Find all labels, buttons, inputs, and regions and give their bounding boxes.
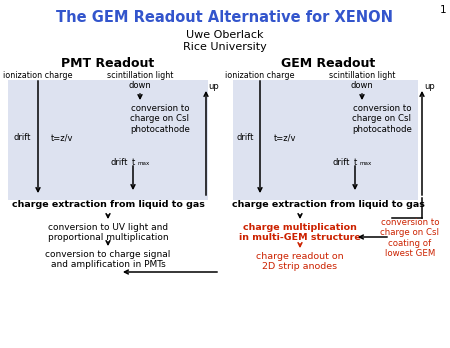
Text: GEM Readout: GEM Readout <box>281 57 375 70</box>
Text: down: down <box>129 81 151 90</box>
Text: max: max <box>137 161 149 166</box>
Text: drift: drift <box>111 158 128 167</box>
Text: t=z/v: t=z/v <box>274 134 296 142</box>
Text: t=z/v: t=z/v <box>51 134 73 142</box>
Text: charge extraction from liquid to gas: charge extraction from liquid to gas <box>232 200 424 209</box>
Text: The GEM Readout Alternative for XENON: The GEM Readout Alternative for XENON <box>57 10 393 25</box>
Text: charge extraction from liquid to gas: charge extraction from liquid to gas <box>12 200 204 209</box>
Text: Rice University: Rice University <box>183 42 267 52</box>
Text: ionization charge: ionization charge <box>225 71 295 80</box>
Text: down: down <box>351 81 374 90</box>
Text: drift: drift <box>333 158 350 167</box>
Text: drift: drift <box>14 134 31 142</box>
Text: drift: drift <box>236 134 254 142</box>
Text: scintillation light: scintillation light <box>329 71 395 80</box>
Text: Uwe Oberlack: Uwe Oberlack <box>186 30 264 40</box>
FancyBboxPatch shape <box>8 80 208 200</box>
Text: PMT Readout: PMT Readout <box>61 57 155 70</box>
Text: conversion to
charge on CsI
photocathode: conversion to charge on CsI photocathode <box>352 104 412 134</box>
Text: t: t <box>354 158 357 167</box>
Text: t: t <box>132 158 135 167</box>
Text: charge readout on
2D strip anodes: charge readout on 2D strip anodes <box>256 252 344 271</box>
Text: charge multiplication
in multi-GEM structure: charge multiplication in multi-GEM struc… <box>239 223 361 243</box>
Text: 1: 1 <box>440 5 446 15</box>
Text: conversion to UV light and
proportional multiplication: conversion to UV light and proportional … <box>48 223 168 243</box>
Text: conversion to
charge on CsI
photocathode: conversion to charge on CsI photocathode <box>130 104 190 134</box>
Text: conversion to charge signal
and amplification in PMTs: conversion to charge signal and amplific… <box>45 250 171 269</box>
Text: scintillation light: scintillation light <box>107 71 173 80</box>
Text: conversion to
charge on CsI
coating of
lowest GEM: conversion to charge on CsI coating of l… <box>381 218 440 258</box>
Text: max: max <box>359 161 371 166</box>
Text: up: up <box>424 82 435 91</box>
FancyBboxPatch shape <box>233 80 418 200</box>
Text: ionization charge: ionization charge <box>3 71 73 80</box>
Text: up: up <box>208 82 219 91</box>
